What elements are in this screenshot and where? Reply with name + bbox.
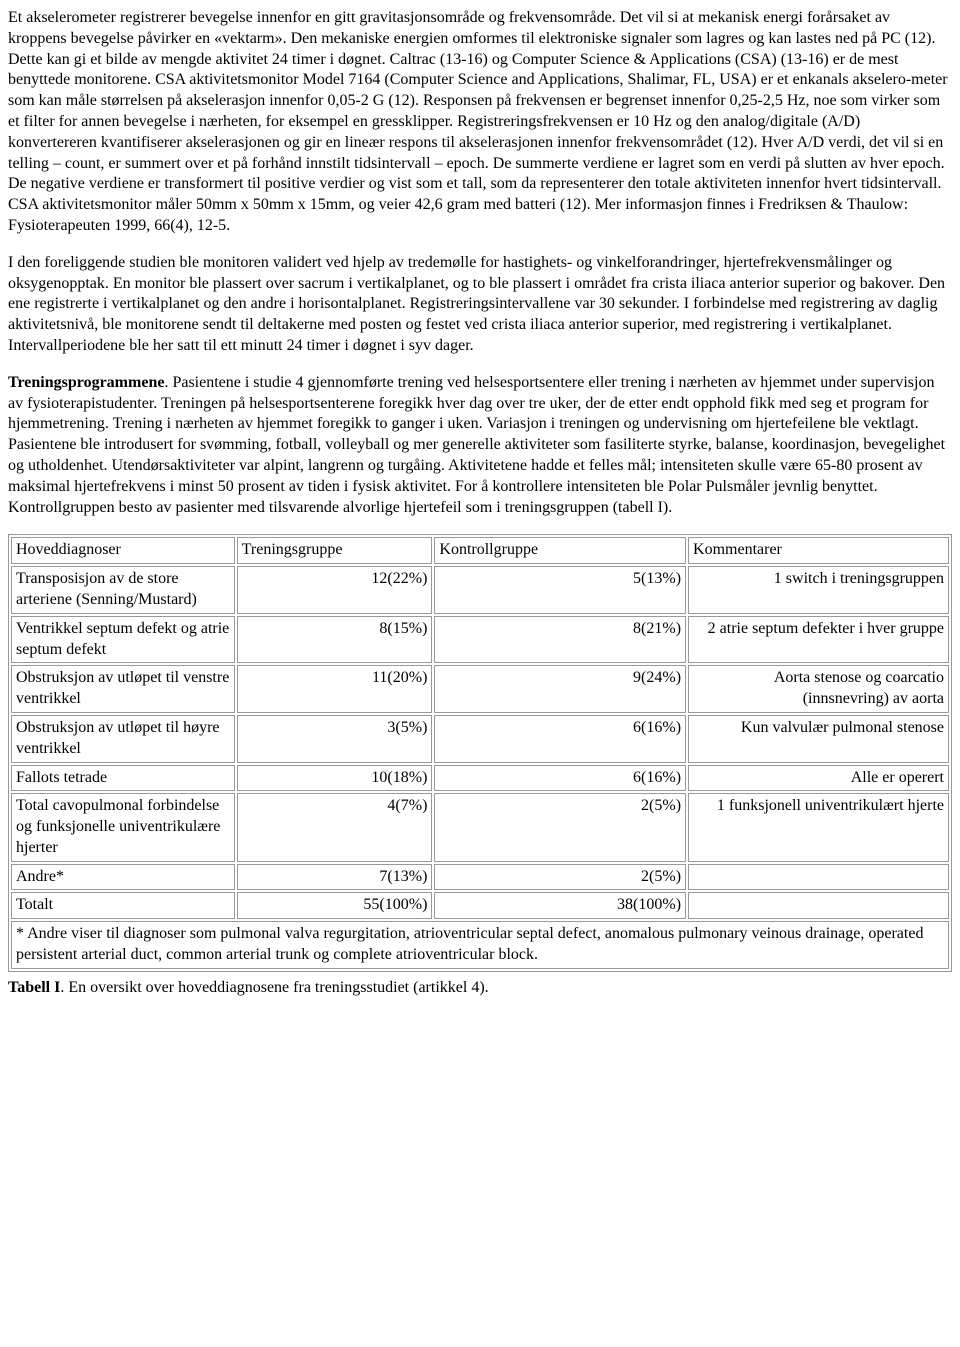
cell-diagnosis: Transposisjon av de store arteriene (Sen… (11, 566, 235, 614)
header-col2: Treningsgruppe (237, 537, 433, 564)
cell-diagnosis: Fallots tetrade (11, 765, 235, 792)
header-col3: Kontrollgruppe (434, 537, 686, 564)
paragraph-3-body: . Pasientene i studie 4 gjennomførte tre… (8, 374, 945, 516)
cell-training: 7(13%) (237, 864, 433, 891)
cell-diagnosis: Ventrikkel septum defekt og atrie septum… (11, 616, 235, 664)
cell-comment: Aorta stenose og coarcatio (innsnevring)… (688, 665, 949, 713)
cell-training: 8(15%) (237, 616, 433, 664)
cell-diagnosis: Obstruksjon av utløpet til høyre ventrik… (11, 715, 235, 763)
table-row: Obstruksjon av utløpet til venstre ventr… (11, 665, 949, 713)
cell-diagnosis: Totalt (11, 892, 235, 919)
header-col1: Hoveddiagnoser (11, 537, 235, 564)
diagnoses-table: Hoveddiagnoser Treningsgruppe Kontrollgr… (8, 534, 952, 972)
cell-comment (688, 864, 949, 891)
cell-control: 8(21%) (434, 616, 686, 664)
table-row: Transposisjon av de store arteriene (Sen… (11, 566, 949, 614)
cell-comment: Kun valvulær pulmonal stenose (688, 715, 949, 763)
paragraph-3-lead: Treningsprogrammene (8, 374, 164, 391)
cell-control: 2(5%) (434, 793, 686, 861)
cell-control: 38(100%) (434, 892, 686, 919)
table-row: Andre* 7(13%) 2(5%) (11, 864, 949, 891)
caption-body: . En oversikt over hoveddiagnosene fra t… (60, 979, 488, 996)
table-row: Obstruksjon av utløpet til høyre ventrik… (11, 715, 949, 763)
cell-comment: Alle er operert (688, 765, 949, 792)
cell-diagnosis: Andre* (11, 864, 235, 891)
header-col4: Kommentarer (688, 537, 949, 564)
paragraph-1: Et akselerometer registrerer bevegelse i… (8, 8, 952, 237)
table-footnote: * Andre viser til diagnoser som pulmonal… (11, 921, 949, 969)
table-row: Ventrikkel septum defekt og atrie septum… (11, 616, 949, 664)
cell-comment: 2 atrie septum defekter i hver gruppe (688, 616, 949, 664)
table-row: Fallots tetrade 10(18%) 6(16%) Alle er o… (11, 765, 949, 792)
cell-training: 12(22%) (237, 566, 433, 614)
cell-comment (688, 892, 949, 919)
cell-diagnosis: Total cavopulmonal forbindelse og funksj… (11, 793, 235, 861)
cell-control: 9(24%) (434, 665, 686, 713)
cell-training: 3(5%) (237, 715, 433, 763)
table-footnote-row: * Andre viser til diagnoser som pulmonal… (11, 921, 949, 969)
cell-training: 11(20%) (237, 665, 433, 713)
table-row: Totalt 55(100%) 38(100%) (11, 892, 949, 919)
cell-control: 6(16%) (434, 765, 686, 792)
cell-training: 55(100%) (237, 892, 433, 919)
paragraph-3: Treningsprogrammene. Pasientene i studie… (8, 373, 952, 519)
table-row: Total cavopulmonal forbindelse og funksj… (11, 793, 949, 861)
caption-lead: Tabell I (8, 979, 60, 996)
cell-comment: 1 switch i treningsgruppen (688, 566, 949, 614)
cell-training: 4(7%) (237, 793, 433, 861)
cell-comment: 1 funksjonell univentrikulært hjerte (688, 793, 949, 861)
cell-training: 10(18%) (237, 765, 433, 792)
cell-control: 5(13%) (434, 566, 686, 614)
table-header-row: Hoveddiagnoser Treningsgruppe Kontrollgr… (11, 537, 949, 564)
table-caption: Tabell I. En oversikt over hoveddiagnose… (8, 978, 952, 999)
cell-diagnosis: Obstruksjon av utløpet til venstre ventr… (11, 665, 235, 713)
cell-control: 2(5%) (434, 864, 686, 891)
paragraph-2: I den foreliggende studien ble monitoren… (8, 253, 952, 357)
cell-control: 6(16%) (434, 715, 686, 763)
